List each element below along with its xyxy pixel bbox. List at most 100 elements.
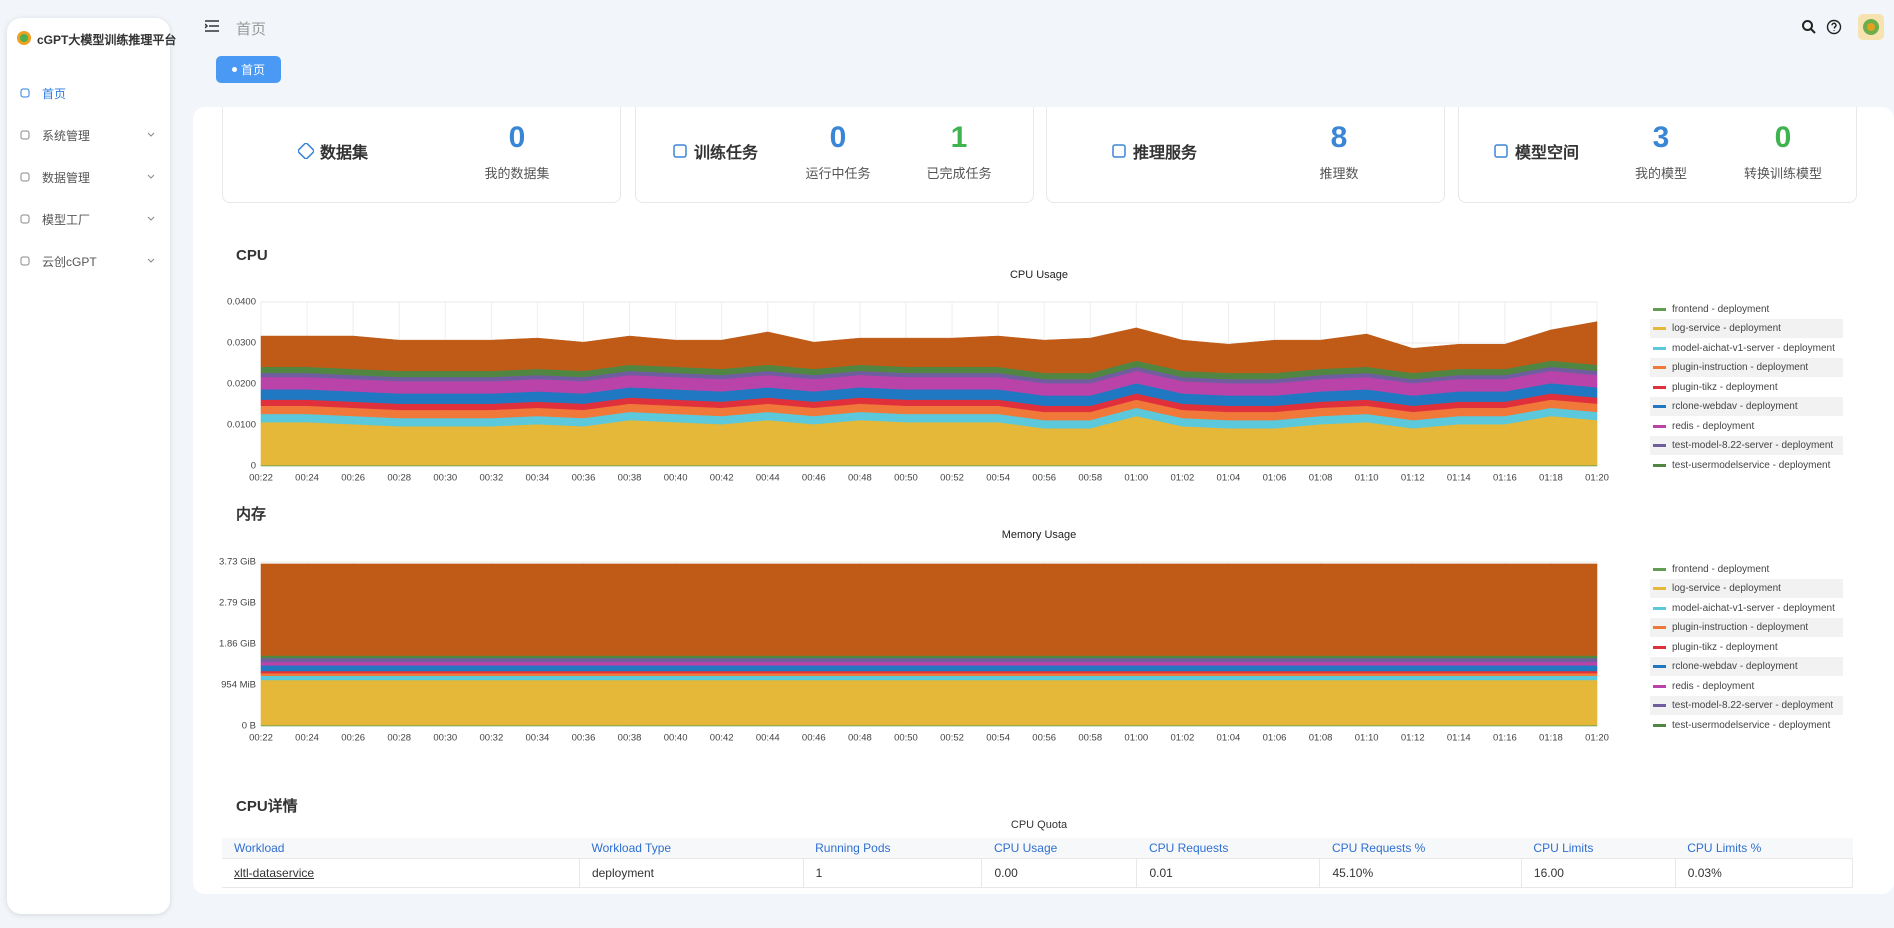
area [261,655,1597,658]
x-tick-label: 00:46 [802,733,826,744]
x-tick-label: 00:30 [433,733,457,744]
legend-item[interactable]: plugin-instruction - deployment [1650,358,1843,377]
legend-label: redis - deployment [1672,421,1754,432]
legend-item[interactable]: plugin-instruction - deployment [1650,618,1843,637]
x-tick-label: 01:04 [1217,733,1241,744]
x-tick-label: 01:08 [1309,733,1333,744]
y-tick-label: 2.79 GiB [219,598,256,609]
legend-label: frontend - deployment [1672,304,1769,315]
legend-item[interactable]: rclone-webdav - deployment [1650,657,1843,676]
legend-item[interactable]: model-aichat-v1-server - deployment [1650,599,1843,618]
area [261,680,1597,725]
legend-swatch [1653,607,1666,610]
x-tick-label: 00:56 [1032,733,1056,744]
chart-title: Memory Usage [1002,529,1077,541]
x-tick-label: 01:02 [1170,733,1194,744]
column-header: CPU Usage [982,838,1137,859]
legend-item[interactable]: test-model-8.22-server - deployment [1650,436,1843,455]
x-tick-label: 00:50 [894,733,918,744]
x-tick-label: 00:26 [341,473,365,484]
legend-swatch [1653,685,1666,688]
x-tick-label: 00:26 [341,733,365,744]
area [261,322,1597,373]
cell-text: 0.01 [1149,866,1172,880]
column-header: CPU Requests % [1320,838,1521,859]
section-heading: CPU [236,247,268,264]
cell-text: 1 [816,866,823,880]
y-tick-label: 0.0200 [227,379,256,390]
legend-item[interactable]: log-service - deployment [1650,579,1843,598]
x-tick-label: 01:16 [1493,473,1517,484]
legend-item[interactable]: log-service - deployment [1650,319,1843,338]
y-tick-label: 3.73 GiB [219,557,256,568]
x-tick-label: 01:14 [1447,473,1471,484]
section-heading: CPU详情 [236,795,298,816]
x-tick-label: 00:36 [572,473,596,484]
x-tick-label: 00:24 [295,473,319,484]
legend-item[interactable]: plugin-tikz - deployment [1650,378,1843,397]
x-tick-label: 00:28 [387,473,411,484]
area [261,662,1597,665]
legend-label: plugin-tikz - deployment [1672,382,1778,393]
legend-item[interactable]: redis - deployment [1650,417,1843,436]
legend-item[interactable]: frontend - deployment [1650,560,1843,579]
table-cell: deployment [579,859,803,888]
legend-item[interactable]: redis - deployment [1650,677,1843,696]
x-tick-label: 01:06 [1263,473,1287,484]
legend-swatch [1653,347,1666,350]
x-tick-label: 00:38 [618,473,642,484]
y-tick-label: 0 B [242,721,256,732]
workload-link[interactable]: xltl-dataservice [234,866,314,880]
legend-item[interactable]: frontend - deployment [1650,300,1843,319]
x-tick-label: 01:10 [1355,733,1379,744]
table-cell: 45.10% [1320,859,1521,888]
legend-swatch [1653,366,1666,369]
x-tick-label: 00:28 [387,733,411,744]
cell-text: 45.10% [1332,866,1373,880]
legend-item[interactable]: test-usermodelservice - deployment [1650,456,1843,475]
x-tick-label: 00:22 [249,733,273,744]
table-cell: 16.00 [1521,859,1675,888]
cell-text: deployment [592,866,654,880]
legend-item[interactable]: plugin-tikz - deployment [1650,638,1843,657]
cpu-quota-table: WorkloadWorkload TypeRunning PodsCPU Usa… [222,838,1853,888]
x-tick-label: 01:00 [1124,733,1148,744]
legend-item[interactable]: model-aichat-v1-server - deployment [1650,339,1843,358]
legend-label: model-aichat-v1-server - deployment [1672,603,1835,614]
x-tick-label: 00:58 [1078,733,1102,744]
y-tick-label: 0.0400 [227,297,256,308]
table-cell: 0.03% [1675,859,1852,888]
legend-swatch [1653,327,1666,330]
x-tick-label: 00:54 [986,733,1010,744]
y-tick-label: 0.0100 [227,420,256,431]
x-tick-label: 00:22 [249,473,273,484]
x-tick-label: 00:36 [572,733,596,744]
cell-text: 0.00 [994,866,1017,880]
x-tick-label: 00:52 [940,473,964,484]
legend-swatch [1653,646,1666,649]
legend-label: plugin-instruction - deployment [1672,362,1808,373]
x-tick-label: 00:32 [479,473,503,484]
legend-swatch [1653,724,1666,727]
legend-label: plugin-instruction - deployment [1672,622,1808,633]
x-tick-label: 01:18 [1539,473,1563,484]
legend-item[interactable]: test-usermodelservice - deployment [1650,716,1843,735]
legend-swatch [1653,626,1666,629]
x-tick-label: 01:02 [1170,473,1194,484]
area [261,665,1597,671]
x-tick-label: 00:24 [295,733,319,744]
table-row: xltl-dataservice deployment 1 0.00 0.01 45.10… [222,859,1853,888]
legend-swatch [1653,386,1666,389]
area [261,676,1597,680]
table-cell: 1 [803,859,982,888]
x-tick-label: 01:12 [1401,733,1425,744]
x-tick-label: 00:42 [710,473,734,484]
x-tick-label: 00:50 [894,473,918,484]
legend-item[interactable]: test-model-8.22-server - deployment [1650,696,1843,715]
y-tick-label: 0 [251,461,256,472]
legend-label: log-service - deployment [1672,323,1781,334]
y-tick-label: 1.86 GiB [219,639,256,650]
legend-item[interactable]: rclone-webdav - deployment [1650,397,1843,416]
x-tick-label: 01:10 [1355,473,1379,484]
